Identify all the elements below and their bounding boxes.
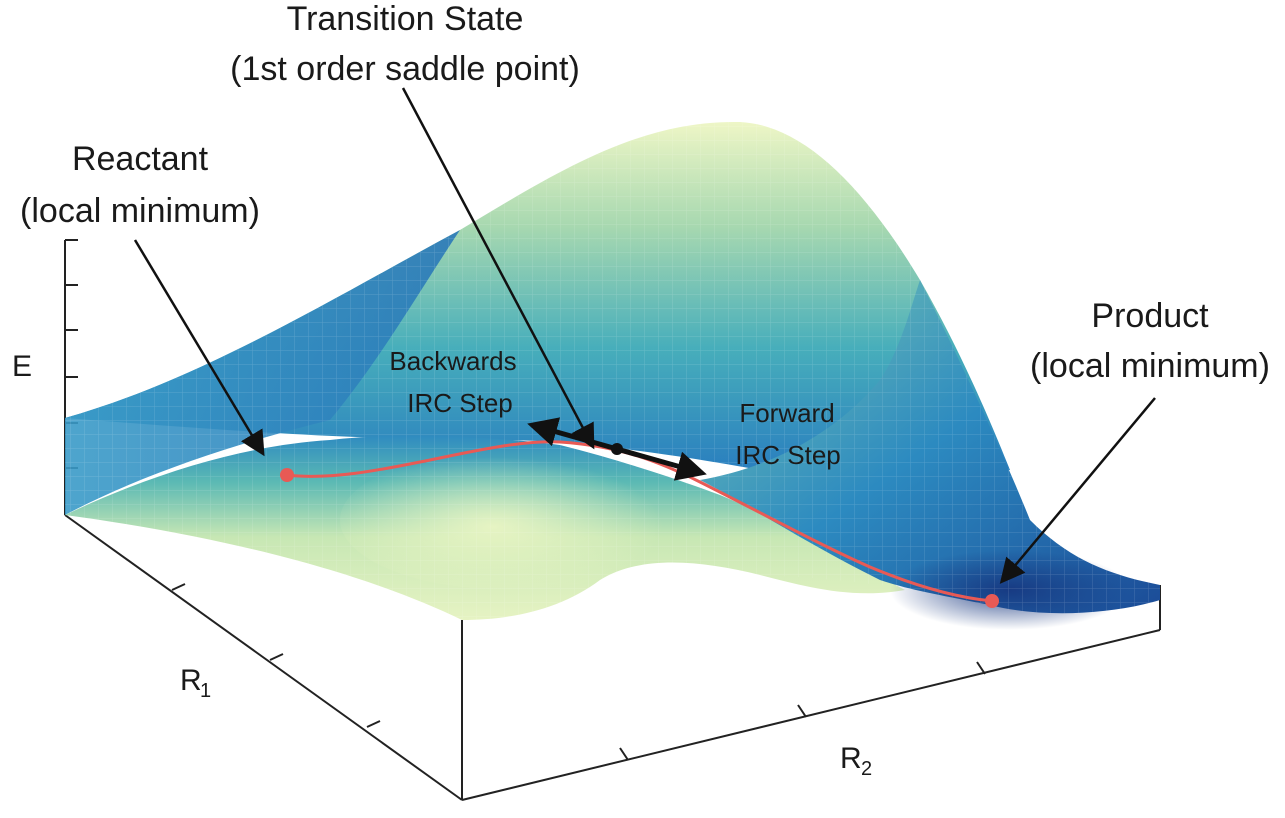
transition-state-label: Transition State (1st order saddle point… — [230, 0, 580, 88]
r1-axis-label: R 1 — [180, 664, 211, 702]
transition-subtitle: (1st order saddle point) — [230, 50, 580, 88]
reactant-subtitle: (local minimum) — [20, 192, 260, 230]
r2-axis-label: R 2 — [840, 742, 872, 780]
backward-title: Backwards — [389, 346, 516, 376]
r2-subscript: 2 — [861, 758, 872, 780]
reactant-title: Reactant — [72, 140, 209, 178]
reactant-label: Reactant (local minimum) — [20, 140, 260, 230]
r2-axis — [461, 629, 1161, 801]
transition-title: Transition State — [287, 0, 524, 38]
transition-callout-arrow — [401, 87, 595, 450]
reactant-callout-arrow — [133, 239, 265, 457]
product-title: Product — [1091, 297, 1209, 335]
r2-main: R — [840, 742, 862, 775]
forward-irc-arrow — [616, 446, 707, 481]
backward-step-label: Backwards IRC Step — [389, 346, 516, 418]
forward-subtitle: IRC Step — [735, 440, 841, 470]
r1-axis — [64, 514, 463, 801]
product-label: Product (local minimum) — [1030, 297, 1270, 385]
reactant-marker-icon — [280, 468, 294, 482]
r1-main: R — [180, 664, 202, 697]
potential-energy-surface — [65, 121, 1160, 630]
r1-subscript: 1 — [200, 680, 211, 702]
product-marker-icon — [985, 594, 999, 608]
energy-axis-label: E — [12, 350, 32, 383]
backward-subtitle: IRC Step — [407, 388, 513, 418]
product-subtitle: (local minimum) — [1030, 347, 1270, 385]
forward-step-label: Forward IRC Step — [735, 398, 841, 470]
surface-mesh — [65, 121, 1160, 620]
saddle-point-icon — [611, 443, 623, 455]
product-callout-arrow — [999, 397, 1156, 584]
forward-title: Forward — [739, 398, 834, 428]
